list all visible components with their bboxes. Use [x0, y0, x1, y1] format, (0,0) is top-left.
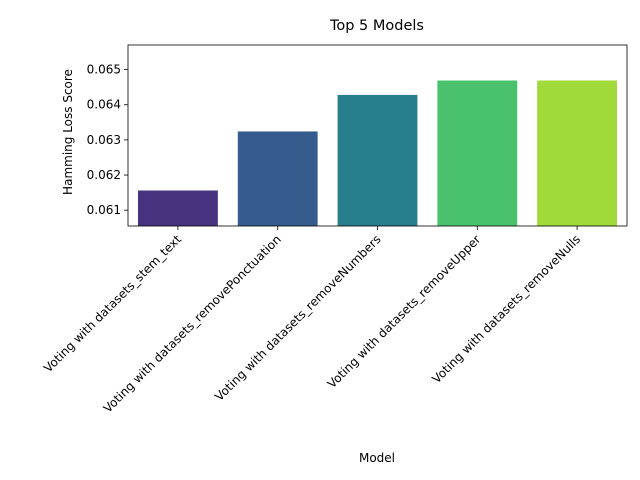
- bar: [137, 190, 218, 226]
- y-tick-label: 0.065: [87, 63, 121, 77]
- y-tick-label: 0.061: [87, 203, 121, 217]
- plot-area-frame: [127, 44, 628, 227]
- y-tick-label: 0.063: [87, 133, 121, 147]
- y-axis-ticks: 0.061 0.062 0.063 0.064 0.065: [87, 63, 128, 217]
- bar: [237, 131, 318, 226]
- y-axis-label: Hamming Loss Score: [61, 69, 75, 195]
- bars-group: [137, 80, 618, 226]
- x-axis-label: Model: [359, 451, 395, 465]
- bar: [537, 80, 618, 226]
- bar: [437, 80, 518, 226]
- y-tick-label: 0.062: [87, 168, 121, 182]
- chart-title: Top 5 Models: [329, 18, 424, 34]
- bar: [337, 94, 418, 226]
- y-tick-label: 0.064: [87, 98, 121, 112]
